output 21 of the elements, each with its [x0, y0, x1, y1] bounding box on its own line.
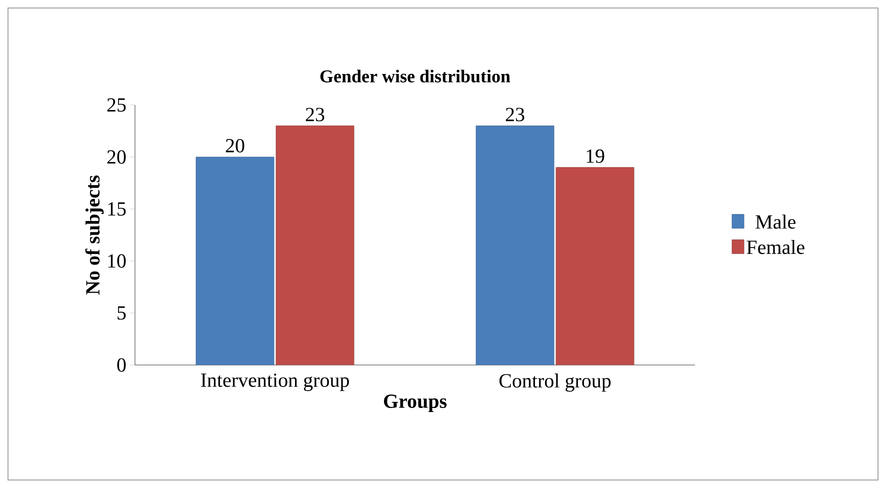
y-tick-label: 20	[107, 150, 126, 164]
legend-label: Male	[756, 214, 796, 229]
data-label: 20	[226, 138, 244, 152]
y-tick-label: 10	[108, 254, 126, 268]
chart-title: Gender wise distribution	[320, 70, 510, 82]
bar	[196, 156, 274, 365]
x-tick-label: Intervention group	[201, 374, 349, 392]
y-tick-label: 15	[108, 202, 126, 216]
y-tick-label: 0	[117, 358, 126, 372]
y-axis-title: No of subjects	[85, 175, 104, 295]
bar	[476, 126, 554, 365]
y-tick-label: 5	[118, 306, 126, 320]
data-label: 23	[506, 108, 524, 122]
data-label: 19	[586, 149, 604, 163]
legend-label: Female	[746, 240, 804, 254]
y-tick-label: 25	[107, 98, 126, 112]
bar	[276, 126, 354, 365]
x-tick-label: Control group	[499, 374, 611, 392]
bar	[556, 167, 634, 365]
data-label: 23	[306, 108, 324, 122]
x-axis-title: Groups	[384, 394, 447, 412]
